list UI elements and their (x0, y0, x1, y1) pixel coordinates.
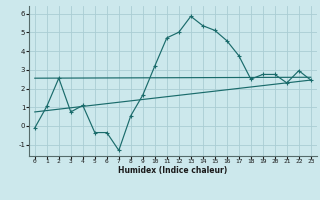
X-axis label: Humidex (Indice chaleur): Humidex (Indice chaleur) (118, 166, 228, 175)
